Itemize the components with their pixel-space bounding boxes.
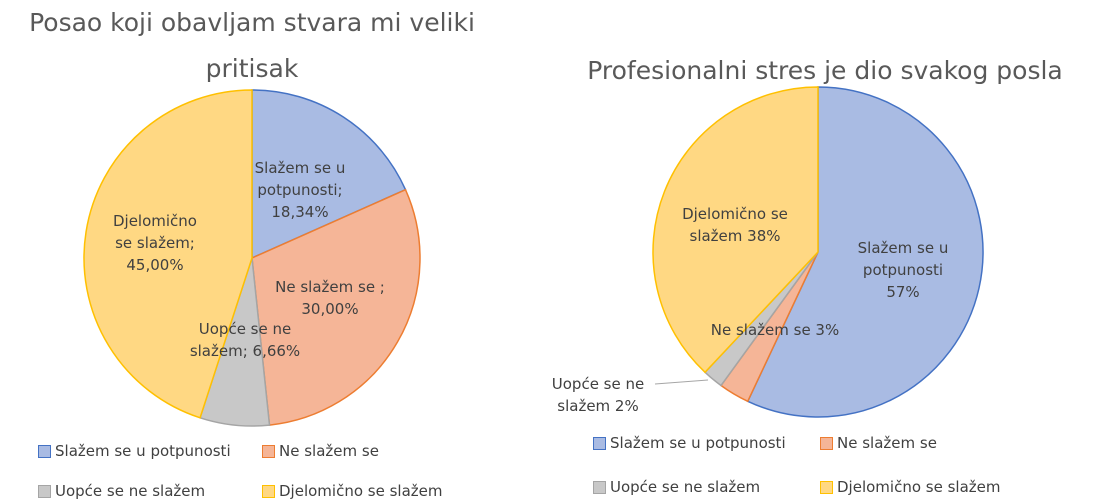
- data-label: Ne slažem se ; 30,00%: [275, 278, 385, 318]
- data-label: Uopće se ne slažem 2%: [551, 375, 645, 415]
- pie-slice: [251, 89, 407, 260]
- legend-label: Ne slažem se: [837, 434, 937, 452]
- chart-title: Profesionalni stres je dio svakog posla: [587, 56, 1063, 85]
- legend-item: Djelomično se slažem: [820, 478, 1000, 496]
- legend-item: Uopće se ne slažem: [593, 478, 760, 496]
- legend-label: Uopće se ne slažem: [610, 478, 761, 496]
- legend-item: Ne slažem se: [262, 442, 379, 460]
- legend-item: Djelomično se slažem: [262, 482, 442, 500]
- leader-line: [654, 379, 709, 385]
- legend-swatch: [593, 436, 606, 450]
- legend-label: Slažem se u potpunosti: [55, 442, 231, 460]
- legend-swatch: [38, 484, 51, 498]
- data-label: Slažem se u potpunosti 57%: [857, 239, 949, 301]
- legend-swatch: [820, 436, 833, 450]
- legend-label: Slažem se u potpunosti: [610, 434, 786, 452]
- data-label: Uopće se ne slažem; 6,66%: [189, 320, 301, 360]
- legend-label: Djelomično se slažem: [837, 478, 1001, 496]
- legend-item: Slažem se u potpunosti: [593, 434, 786, 452]
- pie-slice: [83, 89, 253, 419]
- data-label: Djelomično se slažem; 45,00%: [112, 212, 197, 274]
- pie-slice: [746, 86, 984, 418]
- legend-item: Ne slažem se: [820, 434, 937, 452]
- legend-label: Uopće se ne slažem: [55, 482, 206, 500]
- pie-slice: [251, 188, 421, 426]
- legend-item: Slažem se u potpunosti: [38, 442, 231, 460]
- pie-slice: [652, 86, 819, 374]
- data-label: Djelomično se slažem 38%: [682, 205, 788, 245]
- data-label: Slažem se u potpunosti; 18,34%: [254, 159, 346, 221]
- chart-title: Posao koji obavljam stvara mi veliki pri…: [29, 8, 475, 83]
- legend-swatch: [38, 444, 51, 458]
- legend-label: Ne slažem se: [279, 442, 379, 460]
- legend-swatch: [593, 480, 606, 494]
- data-label: Ne slažem se 3%: [710, 321, 840, 339]
- legend-label: Djelomično se slažem: [279, 482, 443, 500]
- legend-swatch: [262, 484, 275, 498]
- legend-swatch: [820, 480, 833, 494]
- legend-item: Uopće se ne slažem: [38, 482, 205, 500]
- legend-swatch: [262, 444, 275, 458]
